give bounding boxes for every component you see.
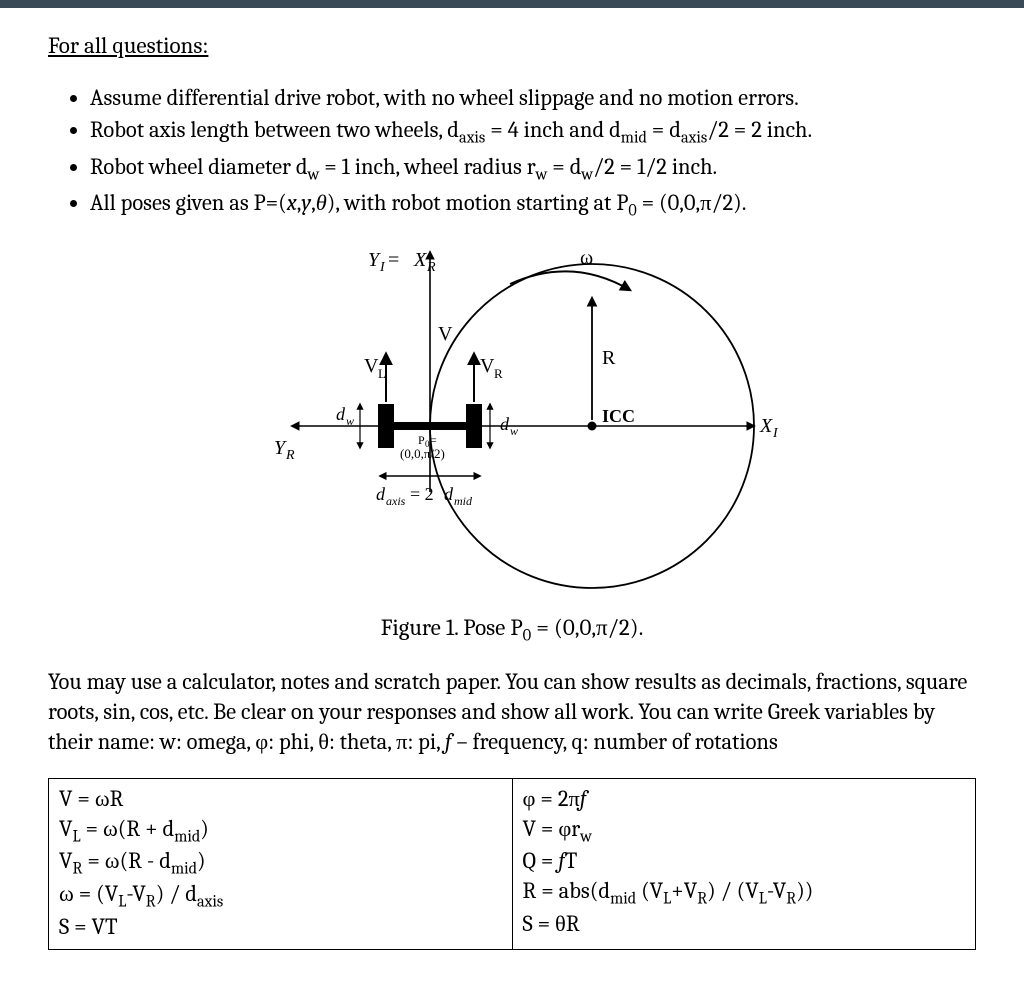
formula-table: V = ωR VL = ω(R + dmid) VR = ω(R - dmid)… [48, 778, 976, 950]
formula-line: V = φrw [523, 815, 966, 848]
figure-caption: Figure 1. Pose P0 = (0,0,π/2). [381, 614, 644, 646]
formula-line: VR = ω(R - dmid) [59, 847, 502, 880]
svg-text:ω: ω [580, 247, 593, 269]
list-item: Robot wheel diameter dw = 1 inch, wheel … [90, 152, 976, 186]
formula-line: φ = 2πf [523, 785, 966, 815]
svg-text:V: V [364, 355, 379, 377]
svg-text:mid: mid [454, 494, 473, 508]
section-heading: For all questions: [48, 32, 976, 59]
formula-line: R = abs(dmid (VL+VR) / (VL-VR)) [523, 877, 966, 910]
list-item: All poses given as P=(x,y,θ), with robot… [90, 188, 976, 222]
formula-line: Q = fT [523, 847, 966, 877]
formula-cell-left: V = ωR VL = ω(R + dmid) VR = ω(R - dmid)… [49, 778, 513, 949]
svg-text:R: R [602, 347, 616, 369]
list-item: Robot axis length between two wheels, da… [90, 115, 976, 149]
instructions-paragraph: You may use a calculator, notes and scra… [48, 668, 976, 758]
svg-text:w: w [510, 424, 518, 438]
svg-text:=: = [388, 249, 399, 271]
svg-text:R: R [426, 260, 436, 275]
kinematics-diagram: ICC R ω Y R X I Y I = X R [232, 244, 792, 604]
formula-line: S = VT [59, 913, 502, 943]
svg-text:V: V [438, 323, 453, 345]
top-bar [0, 0, 1024, 8]
svg-text:X: X [759, 415, 773, 437]
list-item: Assume differential drive robot, with no… [90, 83, 976, 113]
formula-line: S = θR [523, 910, 966, 940]
svg-text:X: X [413, 249, 427, 271]
formula-line: V = ωR [59, 785, 502, 815]
svg-text:(0,0,π/2): (0,0,π/2) [400, 446, 445, 461]
svg-text:d: d [376, 484, 386, 504]
svg-text:d: d [500, 414, 510, 434]
svg-text:R: R [494, 366, 503, 381]
svg-text:R: R [285, 448, 295, 463]
svg-text:L: L [378, 366, 386, 381]
formula-cell-right: φ = 2πf V = φrw Q = fT R = abs(dmid (VL+… [512, 778, 976, 949]
figure-container: ICC R ω Y R X I Y I = X R [48, 244, 976, 646]
svg-text:=: = [430, 433, 437, 447]
svg-text:I: I [772, 426, 779, 441]
formula-line: ω = (VL-VR) / daxis [59, 880, 502, 913]
svg-text:P: P [418, 433, 425, 447]
formula-line: VL = ω(R + dmid) [59, 815, 502, 848]
svg-text:d: d [444, 484, 454, 504]
svg-text:I: I [379, 260, 386, 275]
svg-text:V: V [480, 355, 495, 377]
svg-text:ICC: ICC [602, 406, 635, 426]
table-row: V = ωR VL = ω(R + dmid) VR = ω(R - dmid)… [49, 778, 976, 949]
svg-text:axis: axis [386, 494, 406, 508]
svg-text:w: w [346, 414, 354, 428]
assumption-list: Assume differential drive robot, with no… [48, 83, 976, 222]
svg-text:d: d [336, 404, 346, 424]
document-page: For all questions: Assume differential d… [0, 8, 1024, 970]
svg-text:= 2: = 2 [410, 484, 434, 504]
